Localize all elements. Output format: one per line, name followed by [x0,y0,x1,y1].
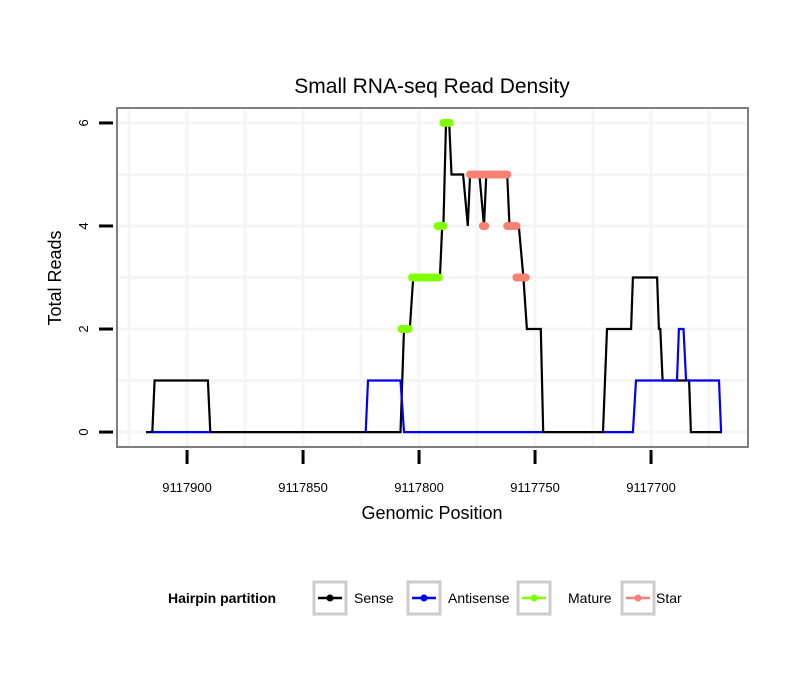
y-tick-label: 6 [76,119,91,126]
legend-label: Star [656,590,682,606]
plot-panel [116,107,749,448]
data-point-mature [404,325,413,333]
legend-key-point [634,594,642,602]
y-axis-title: Total Reads [45,230,65,325]
x-tick-label: 9117900 [162,480,212,495]
series-star [466,170,530,282]
legend: Hairpin partition Sense Antisense Mature St… [168,580,682,616]
legend-item-mature: Mature [516,580,612,616]
series-line-antisense [364,379,542,434]
y-tick-label: 2 [76,325,91,332]
x-axis: 9117900 9117850 9117800 9117750 9117700 [162,450,676,495]
chart-title: Small RNA-seq Read Density [294,75,570,98]
x-axis-title: Genomic Position [361,503,502,523]
series-line-antisense [603,327,723,434]
legend-title: Hairpin partition [168,590,276,606]
x-tick-label: 9117700 [626,480,676,495]
legend-item-star: Star [620,580,682,616]
legend-label: Antisense [448,590,510,606]
data-point-mature [445,118,454,127]
legend-label: Mature [568,590,612,606]
data-point-star [503,170,512,179]
legend-item-antisense: Antisense [406,580,510,616]
legend-item-sense: Sense [312,580,394,616]
legend-key-point [420,594,428,602]
data-point-star [512,222,521,230]
series-mature [397,118,454,333]
data-point-mature [434,273,443,282]
series-layer [146,118,723,434]
data-point-star [481,222,490,230]
x-tick-label: 9117850 [278,480,328,495]
panel-border [116,107,749,448]
x-tick-label: 9117800 [394,480,444,495]
y-tick-label: 0 [76,428,91,435]
legend-label: Sense [354,590,394,606]
x-tick-label: 9117750 [510,480,560,495]
legend-key-point [530,594,538,602]
series-antisense [152,327,723,434]
data-point-star [521,273,530,282]
y-axis: 0 2 4 6 [76,119,113,436]
y-tick-label: 4 [76,222,91,229]
data-point-mature [439,222,448,230]
legend-key-point [326,594,334,602]
